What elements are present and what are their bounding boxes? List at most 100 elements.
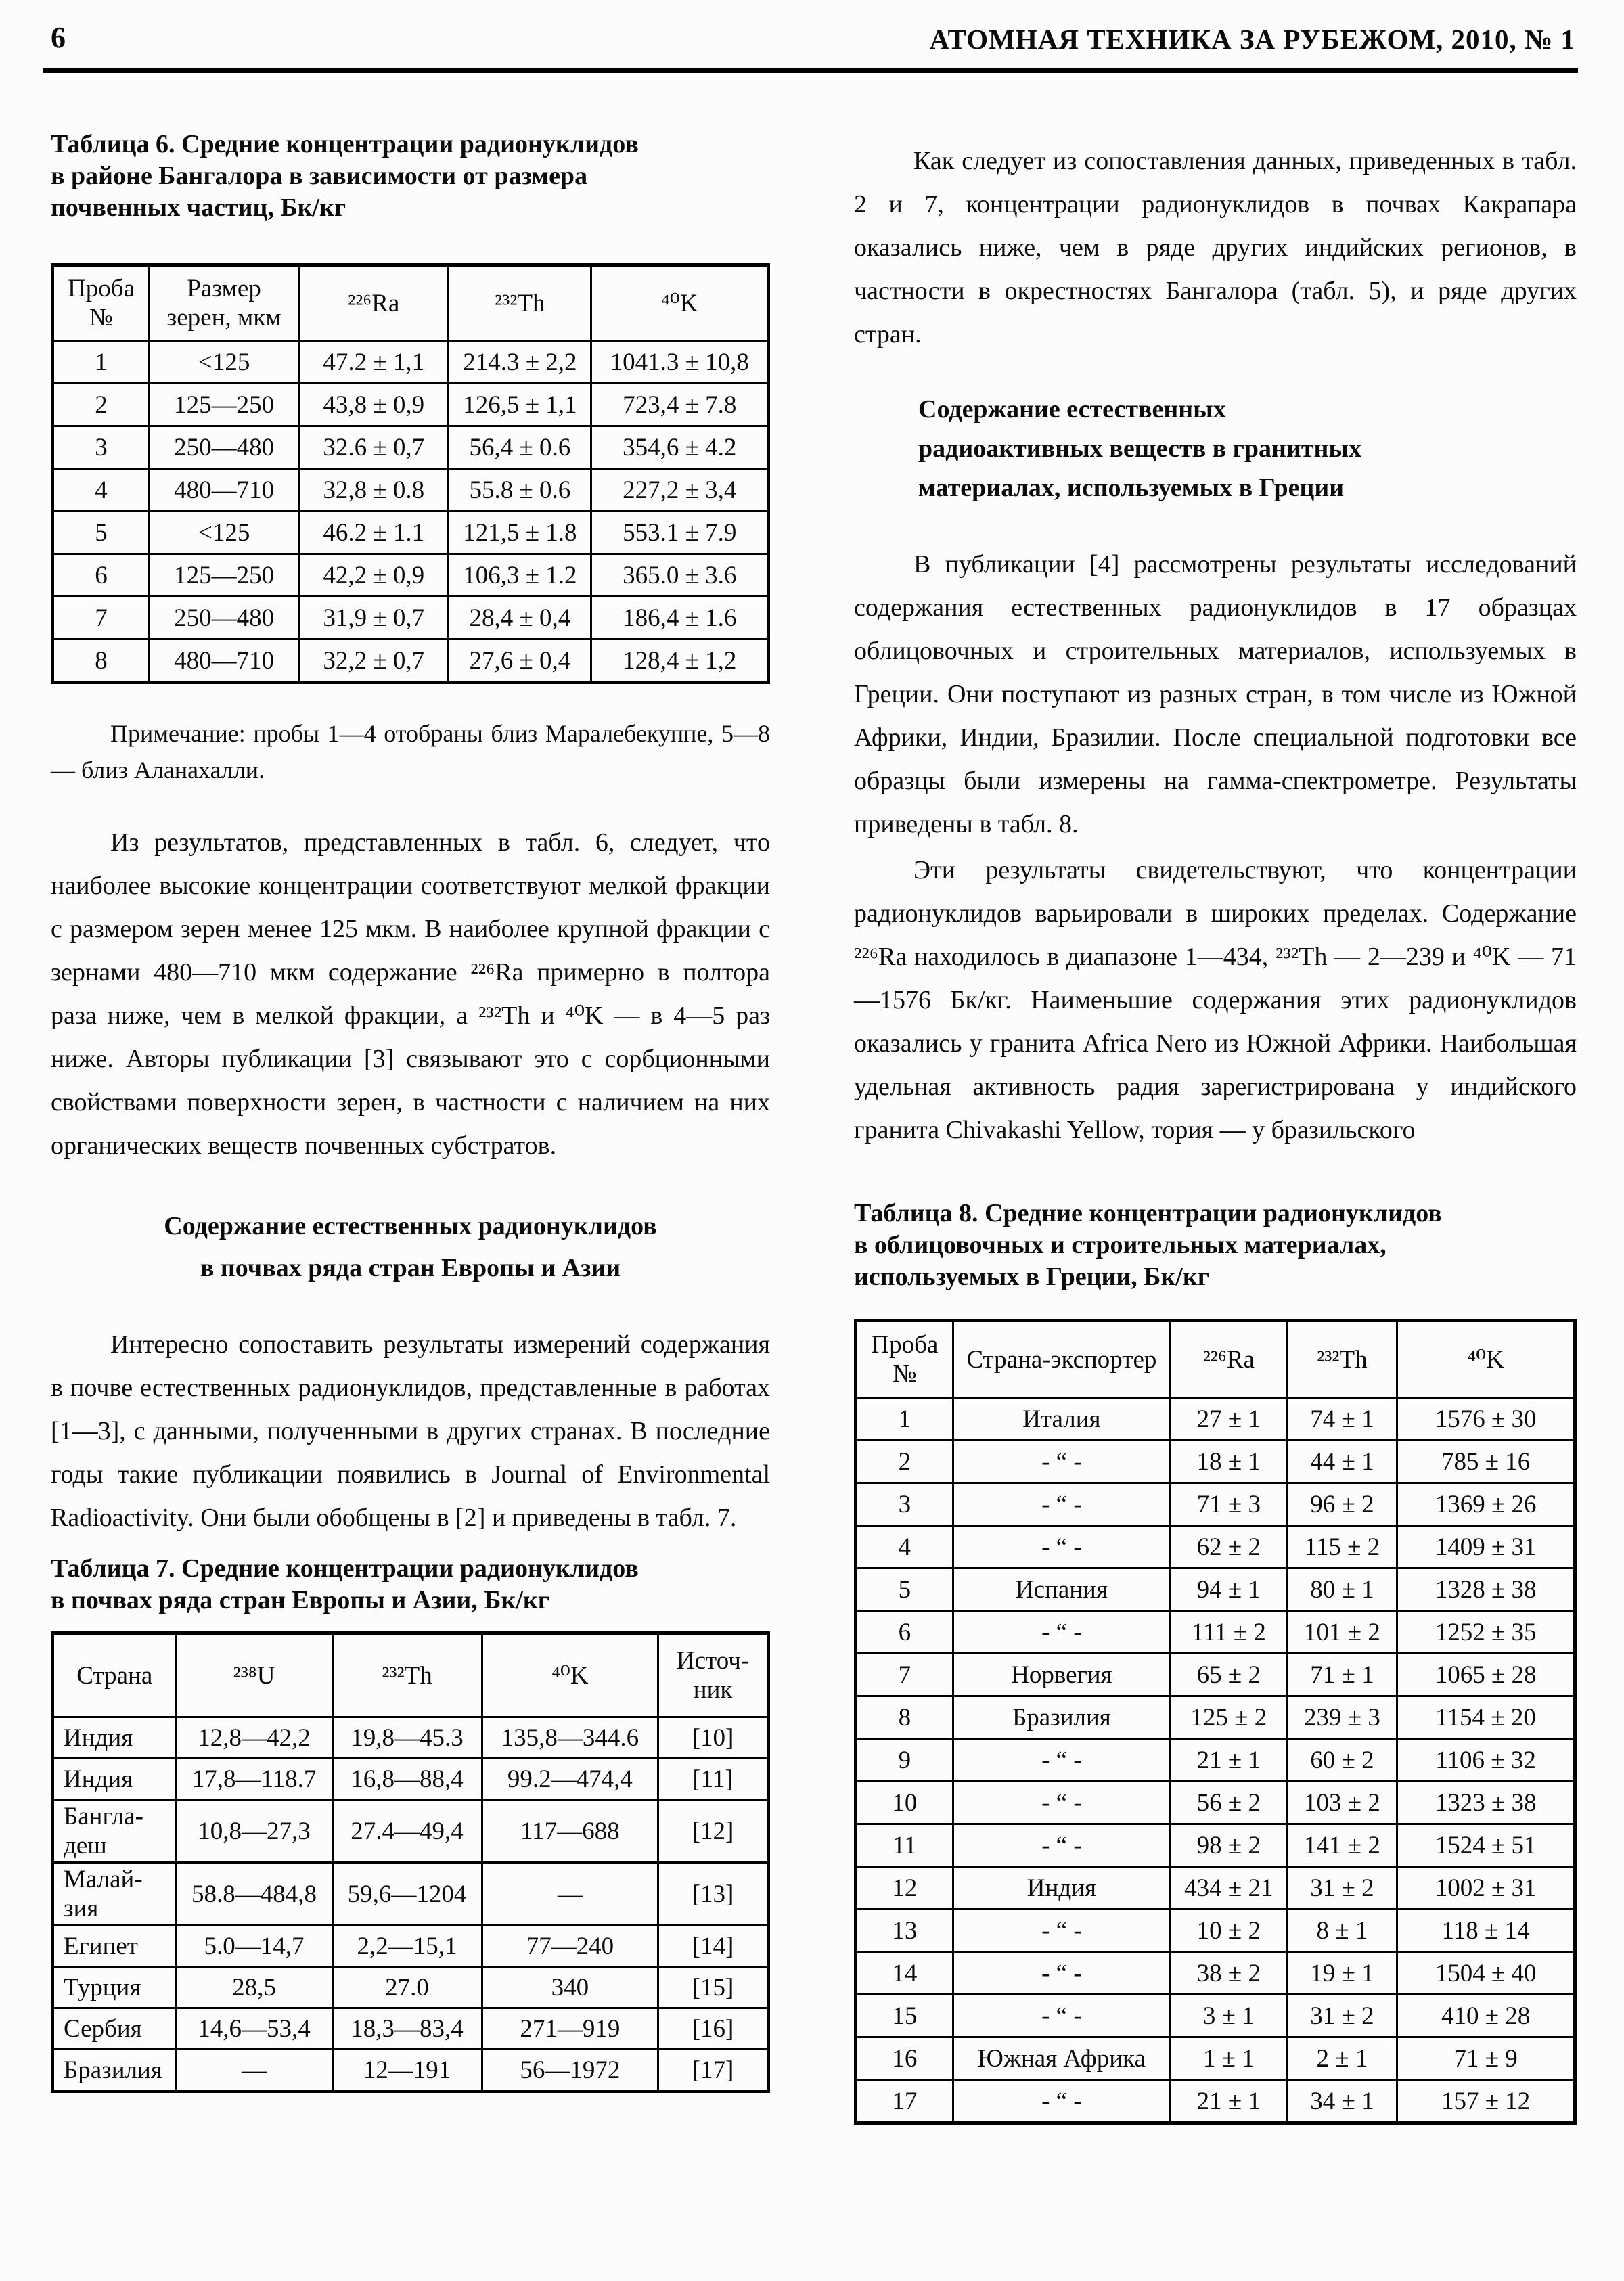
table-cell: 94 ± 1	[1169, 1567, 1288, 1612]
table-cell: 6	[855, 1610, 954, 1654]
table-cell: 101 ± 2	[1286, 1610, 1399, 1654]
table-cell: 1 ± 1	[1169, 2036, 1288, 2081]
table-cell: - “ -	[951, 1951, 1172, 1995]
column-header: ⁴⁰K	[1396, 1319, 1576, 1399]
table-cell: 125 ± 2	[1169, 1695, 1288, 1740]
table-cell: 32.6 ± 0,7	[298, 425, 450, 470]
table7-title: Таблица 7. Средние концентрации радионук…	[51, 1554, 639, 1614]
table-cell: Индия	[951, 1866, 1172, 1910]
table-cell: 340	[480, 1966, 660, 2009]
table-row: 8 480—710 32,2 ± 0,7 27,6 ± 0,4 128,4 ± 1,2	[51, 638, 769, 683]
table-cell: 106,3 ± 1.2	[447, 553, 593, 597]
table-cell: 410 ± 28	[1396, 1993, 1576, 2038]
table-row: 15- “ -3 ± 1 31 ± 2 410 ± 28	[855, 1993, 1576, 2038]
table-cell: 11	[855, 1823, 954, 1868]
table-cell: 13	[855, 1908, 954, 1953]
table-cell: 8	[51, 638, 151, 683]
table-cell: 214.3 ± 2,2	[447, 340, 593, 384]
column-header: Проба №	[855, 1319, 954, 1399]
table-cell: 157 ± 12	[1396, 2079, 1576, 2124]
table-cell: <125	[148, 340, 300, 384]
table-cell: 15	[855, 1993, 954, 2038]
table-cell: 1524 ± 51	[1396, 1823, 1576, 1868]
table-row: 5 Испания 94 ± 1 80 ± 1 1328 ± 38	[855, 1567, 1576, 1612]
paragraph-comparison-intro: Интересно сопоставить результаты измерен…	[51, 1330, 770, 1532]
table-cell: 1	[51, 340, 151, 384]
table-cell: [17]	[657, 2048, 769, 2092]
table-cell: 10	[855, 1780, 954, 1825]
table-cell: 17	[855, 2079, 954, 2124]
table-cell: 16,8—88,4	[331, 1757, 483, 1801]
table-cell: 71 ± 1	[1286, 1652, 1399, 1697]
table-cell: —	[480, 1861, 660, 1926]
table-cell: 8 ± 1	[1286, 1908, 1399, 1953]
table-cell: 32,2 ± 0,7	[298, 638, 450, 683]
paragraph-kakrapar-comparison: Как следует из сопоставления данных, при…	[854, 147, 1577, 348]
table-cell: 723,4 ± 7.8	[590, 382, 769, 427]
table-cell: 1065 ± 28	[1396, 1652, 1576, 1697]
table-cell: 27.0	[331, 1966, 483, 2009]
paragraph-results-range: Эти результаты свидетельствуют, что конц…	[854, 856, 1577, 1144]
table-cell: - “ -	[951, 1908, 1172, 1953]
table6-title: Таблица 6. Средние концентрации радионук…	[51, 130, 639, 222]
table-cell: 59,6—1204	[331, 1861, 483, 1926]
left-column: Таблица 6. Средние концентрации радионук…	[51, 0, 770, 2281]
table-row: 1 <125 47.2 ± 1,1 214.3 ± 2,2 1041.3 ± 10,8	[51, 340, 769, 384]
column-header: ²²⁶Ra	[1169, 1319, 1288, 1399]
table-cell: 1041.3 ± 10,8	[590, 340, 769, 384]
table-row: 7 250—480 31,9 ± 0,7 28,4 ± 0,4 186,4 ± 1.6	[51, 595, 769, 640]
table-cell: 103 ± 2	[1286, 1780, 1399, 1825]
table-cell: 250—480	[148, 595, 300, 640]
table6-note: Примечание: пробы 1—4 отобраны близ Мара…	[51, 720, 770, 784]
table-cell: 3	[51, 425, 151, 470]
table-cell: 480—710	[148, 638, 300, 683]
table-cell: 125—250	[148, 382, 300, 427]
table-cell: 31 ± 2	[1286, 1993, 1399, 2038]
table-cell: 1323 ± 38	[1396, 1780, 1576, 1825]
table-cell: - “ -	[951, 1482, 1172, 1527]
journal-header-title: АТОМНАЯ ТЕХНИКА ЗА РУБЕЖОМ, 2010, № 1	[929, 24, 1575, 55]
table-cell: 1002 ± 31	[1396, 1866, 1576, 1910]
table-row: Малай- зия 58.8—484,8 59,6—1204— [13]	[51, 1861, 769, 1926]
table-cell: 77—240	[480, 1924, 660, 1968]
table-row: Бангла- деш 10,8—27,3 27.4—49,4 117—688 [12]	[51, 1799, 769, 1864]
table-cell: Малай- зия	[51, 1861, 177, 1926]
table-cell: 2	[51, 382, 151, 427]
table-row: 5 <125 46.2 ± 1.1 121,5 ± 1.8 553.1 ± 7.9	[51, 510, 769, 555]
table-cell: Норвегия	[951, 1652, 1172, 1697]
table-cell: 3 ± 1	[1169, 1993, 1288, 2038]
table-cell: 99.2—474,4	[480, 1757, 660, 1801]
table7: Страна ²³⁸U ²³²Th ⁴⁰K Источ- ник Индия 12,8—42…	[51, 1631, 770, 2093]
table-cell: [15]	[657, 1966, 769, 2009]
table-cell: 10 ± 2	[1169, 1908, 1288, 1953]
table-cell: 553.1 ± 7.9	[590, 510, 769, 555]
table-cell: 18 ± 1	[1169, 1439, 1288, 1484]
table-cell: 121,5 ± 1.8	[447, 510, 593, 555]
table-cell: 1252 ± 35	[1396, 1610, 1576, 1654]
table-cell: 4	[855, 1525, 954, 1569]
column-header: ²³²Th	[447, 264, 593, 342]
table-row: 3- “ -71 ± 3 96 ± 2 1369 ± 26	[855, 1482, 1576, 1527]
table-cell: 71 ± 3	[1169, 1482, 1288, 1527]
column-header: Страна	[51, 1632, 177, 1718]
table-cell: 115 ± 2	[1286, 1525, 1399, 1569]
table-cell: 65 ± 2	[1169, 1652, 1288, 1697]
table-cell: 1409 ± 31	[1396, 1525, 1576, 1569]
table-row: 9- “ -21 ± 1 60 ± 2 1106 ± 32	[855, 1738, 1576, 1782]
table-cell: 785 ± 16	[1396, 1439, 1576, 1484]
table-cell: [13]	[657, 1861, 769, 1926]
table-row: 7 Норвегия 65 ± 2 71 ± 1 1065 ± 28	[855, 1652, 1576, 1697]
table-cell: 186,4 ± 1.6	[590, 595, 769, 640]
table-cell: Южная Африка	[951, 2036, 1172, 2081]
table-cell: Бангла- деш	[51, 1799, 177, 1864]
table-cell: [11]	[657, 1757, 769, 1801]
table-cell: Индия	[51, 1716, 177, 1759]
table-cell: 56,4 ± 0.6	[447, 425, 593, 470]
table-row: 6- “ -111 ± 2 101 ± 2 1252 ± 35	[855, 1610, 1576, 1654]
table-cell: 46.2 ± 1.1	[298, 510, 450, 555]
table-row: 10- “ -56 ± 2 103 ± 2 1323 ± 38	[855, 1780, 1576, 1825]
header-row: Страна ²³⁸U ²³²Th ⁴⁰K Источ- ник	[51, 1632, 769, 1718]
table-cell: 1154 ± 20	[1396, 1695, 1576, 1740]
table-cell: 18,3—83,4	[331, 2007, 483, 2050]
table-cell: - “ -	[951, 1823, 1172, 1868]
